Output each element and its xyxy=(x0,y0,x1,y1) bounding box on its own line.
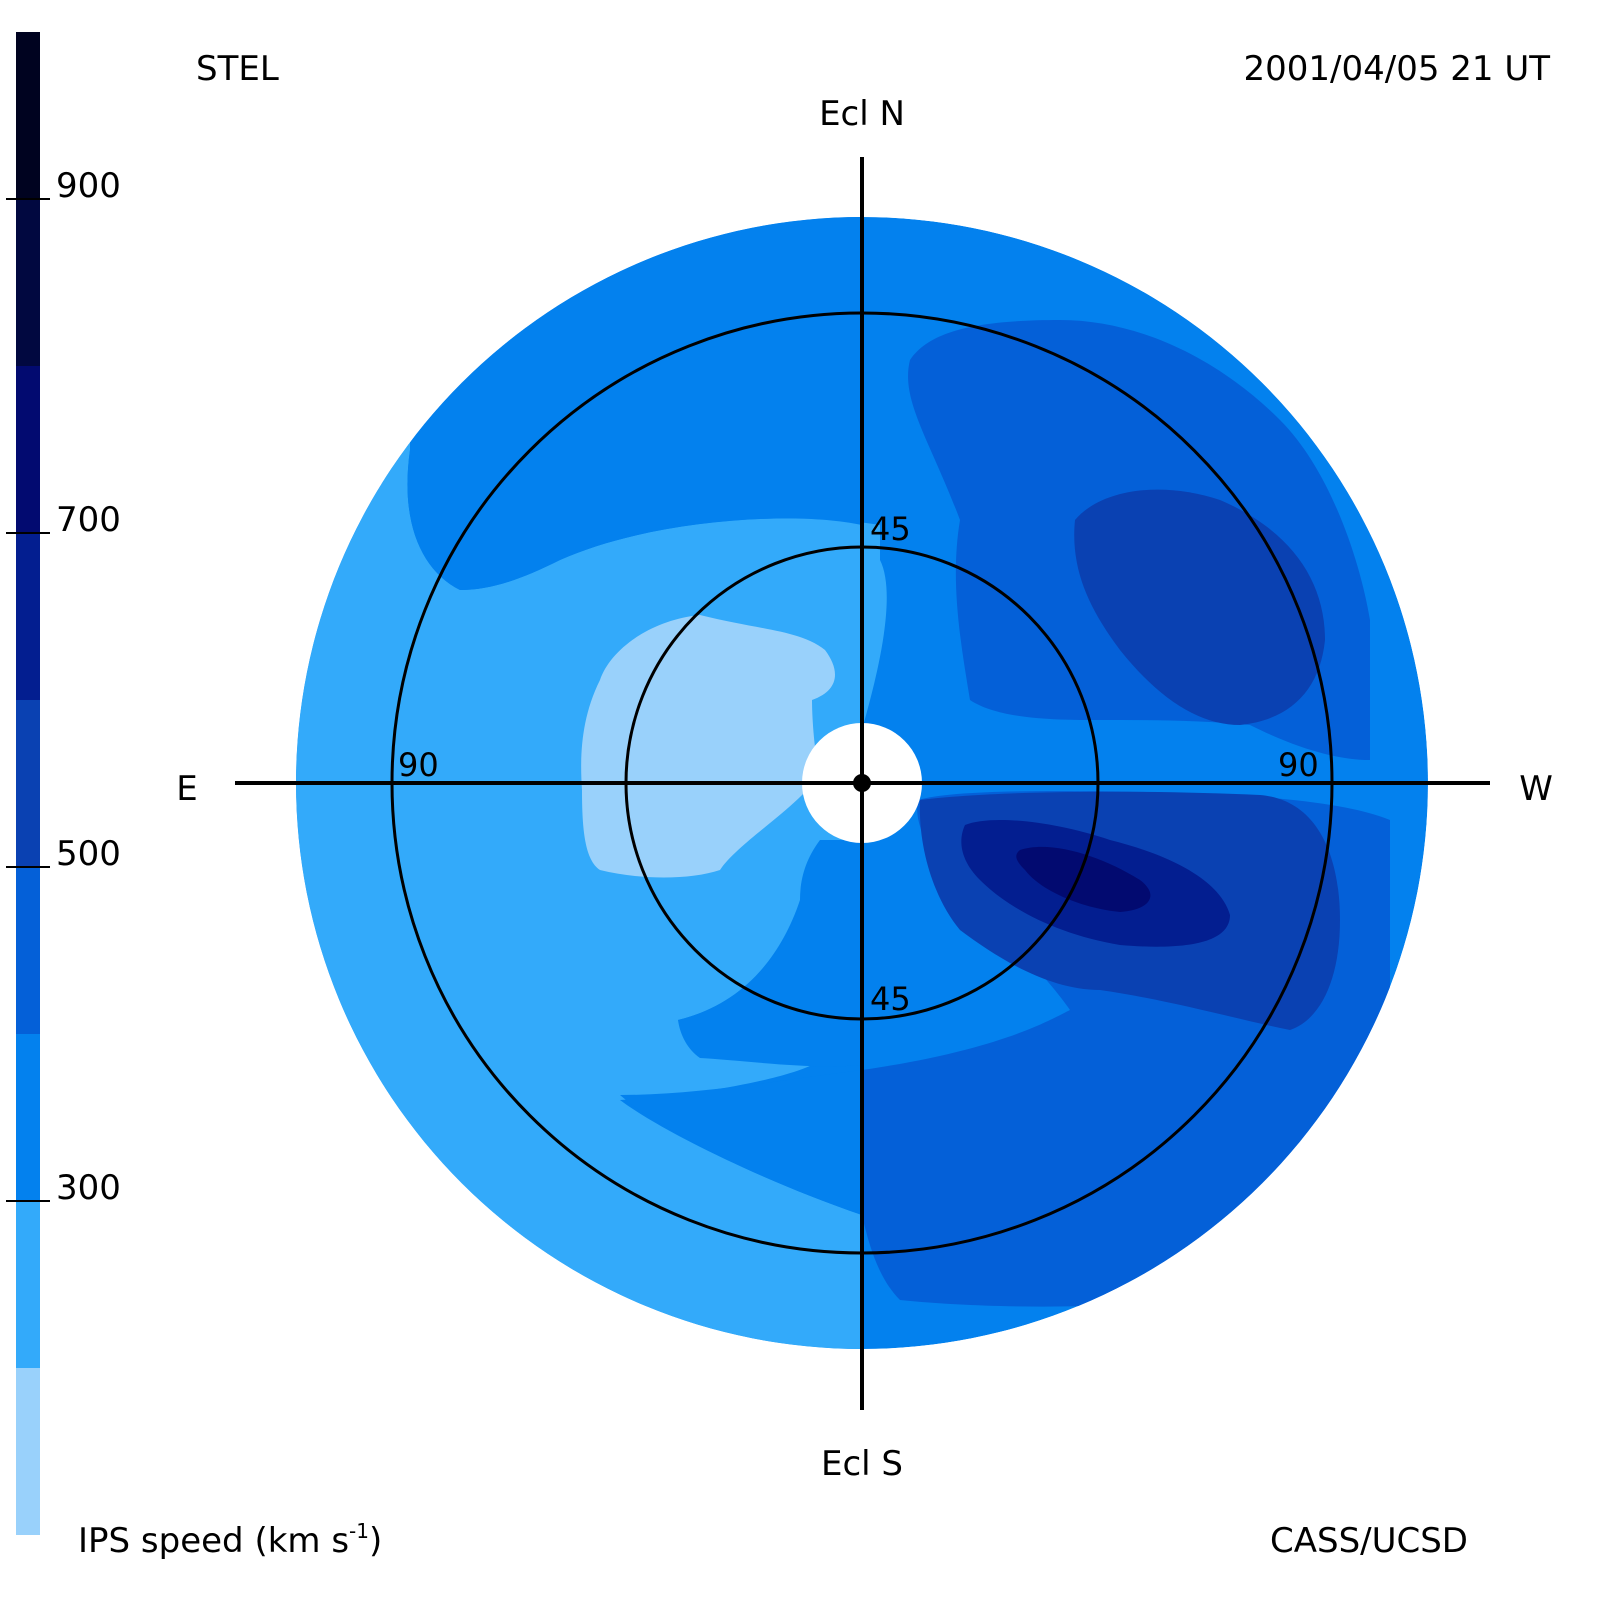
colorbar-swatch-700-800 xyxy=(16,366,40,533)
map-region-intermediate-se xyxy=(678,905,862,1067)
direction-west-label: W xyxy=(1519,769,1553,809)
colorbar-tick-label-700: 700 xyxy=(56,500,121,540)
colorbar xyxy=(16,32,40,1535)
colorbar-swatch-300-400 xyxy=(16,1034,40,1201)
colorbar-swatch-900-1000 xyxy=(16,32,40,199)
colorbar-swatch-200-300 xyxy=(16,1201,40,1368)
colorbar-title: IPS speed (km s-1) xyxy=(78,1519,382,1561)
colorbar-ticks: 300 500 700 900 xyxy=(6,166,121,1208)
ring-label-inner-top: 45 xyxy=(870,510,911,548)
ring-label-inner-bottom: 45 xyxy=(870,980,911,1018)
colorbar-swatch-400-500 xyxy=(16,867,40,1034)
direction-south-label: Ecl S xyxy=(821,1444,903,1484)
sun-center-marker xyxy=(853,774,871,792)
direction-east-label: E xyxy=(176,769,197,809)
ring-label-outer-left: 90 xyxy=(398,746,439,784)
timestamp-label: 2001/04/05 21 UT xyxy=(1244,49,1551,89)
speed-map xyxy=(296,217,1428,1349)
map-region-slow-core xyxy=(581,615,835,878)
colorbar-tick-label-900: 900 xyxy=(56,166,121,206)
colorbar-title-end: ) xyxy=(369,1521,382,1561)
map-region-intermediate-s xyxy=(620,1070,862,1215)
colorbar-title-main: IPS speed (km s xyxy=(78,1521,349,1561)
colorbar-swatch-100-200 xyxy=(16,1368,40,1535)
credit-label: CASS/UCSD xyxy=(1270,1521,1468,1561)
colorbar-swatch-600-700 xyxy=(16,533,40,700)
direction-north-label: Ecl N xyxy=(819,94,905,134)
colorbar-swatch-800-900 xyxy=(16,199,40,366)
station-label: STEL xyxy=(196,49,279,89)
colorbar-tick-label-500: 500 xyxy=(56,834,121,874)
colorbar-tick-label-300: 300 xyxy=(56,1168,121,1208)
map-region-fast-west-ne-core xyxy=(1074,489,1325,725)
ring-label-outer-right: 90 xyxy=(1278,746,1319,784)
map-region-fastest-west-core xyxy=(1016,846,1151,912)
colorbar-title-sup: -1 xyxy=(349,1519,369,1543)
colorbar-swatch-500-600 xyxy=(16,700,40,867)
